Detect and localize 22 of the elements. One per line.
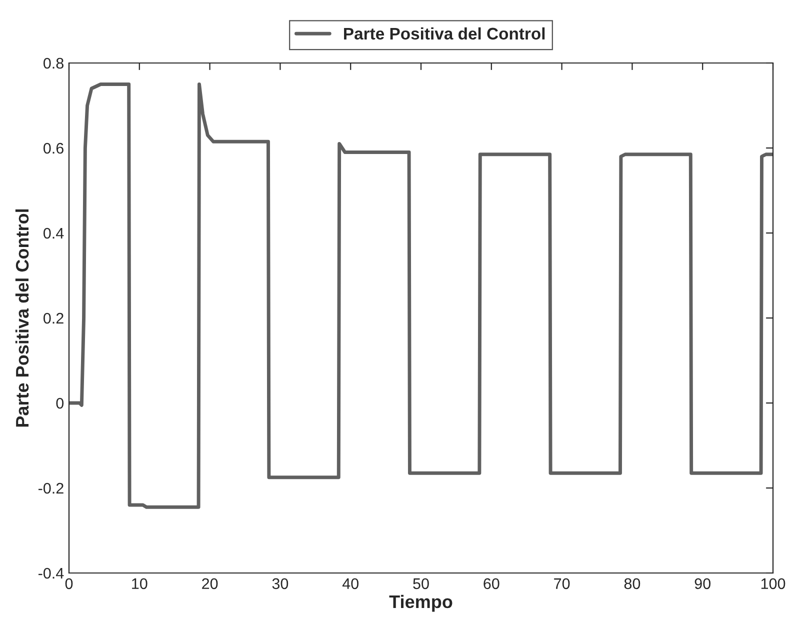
x-tick-label: 50 xyxy=(413,578,429,590)
y-tick-label: 0.2 xyxy=(44,312,64,324)
x-tick-label: 20 xyxy=(202,578,218,590)
x-tick-label: 0 xyxy=(65,578,73,590)
line-series xyxy=(69,82,773,509)
x-tick-label: 90 xyxy=(694,578,710,590)
x-tick-label: 40 xyxy=(342,578,358,590)
y-axis-title: Parte Positiva del Control xyxy=(15,209,29,427)
x-tick-label: 60 xyxy=(484,578,500,590)
x-tick-label: 10 xyxy=(132,578,148,590)
x-tick-label: 100 xyxy=(761,578,786,590)
y-tick-label: 0 xyxy=(56,398,64,409)
x-tick-label: 30 xyxy=(272,578,288,590)
y-tick-label: 0.8 xyxy=(44,58,64,69)
legend-label: Parte Positiva del Control xyxy=(344,27,545,40)
x-axis-title: Tiempo xyxy=(389,594,452,612)
x-tick-label: 70 xyxy=(554,578,570,590)
y-tick-label: -0.2 xyxy=(38,482,64,494)
x-tick-label: 80 xyxy=(624,578,640,590)
y-tick-label: 0.4 xyxy=(44,228,64,239)
y-tick-label: 0.6 xyxy=(44,142,64,154)
y-tick-label: -0.4 xyxy=(38,568,64,579)
